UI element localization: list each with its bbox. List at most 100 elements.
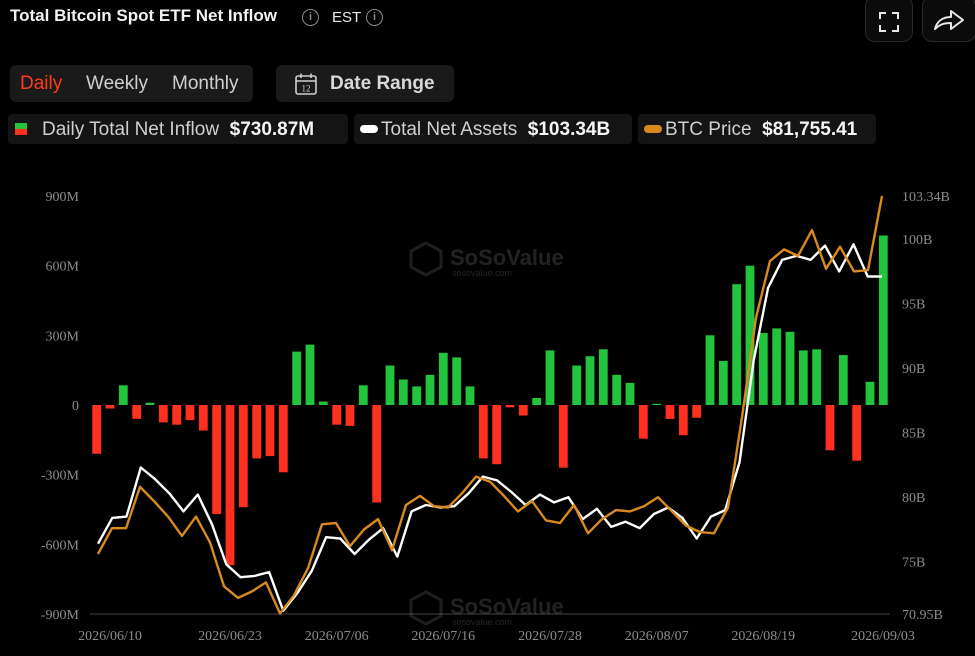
y-tick-label-left: 0 xyxy=(72,399,79,414)
legend-assets-value: $103.34B xyxy=(527,119,611,140)
inflow-bar xyxy=(705,335,715,405)
inflow-bar xyxy=(518,405,528,416)
inflow-bar xyxy=(678,405,688,436)
legend-net-assets[interactable]: Total Net Assets $103.34B xyxy=(354,114,632,144)
chart-title: Total Bitcoin Spot ETF Net Inflow xyxy=(10,6,277,25)
x-tick-label: 2026/09/03 xyxy=(851,629,915,644)
inflow-bar xyxy=(478,405,488,459)
inflow-bar xyxy=(332,405,342,425)
date-range-button[interactable]: 12 Date Range xyxy=(276,65,454,102)
inflow-bar xyxy=(692,405,702,418)
timezone-info-icon[interactable]: i xyxy=(366,9,383,26)
inflow-bar xyxy=(865,381,875,405)
x-tick-label: 2026/06/10 xyxy=(78,629,142,644)
tab-weekly[interactable]: Weekly xyxy=(86,73,148,94)
y-tick-label-left: 900M xyxy=(46,190,80,205)
watermark-bottom: SoSoValue sosovalue.com xyxy=(409,590,564,627)
inflow-bar xyxy=(785,331,795,405)
inflow-bar xyxy=(838,355,848,405)
inflow-bar xyxy=(265,405,275,457)
y-tick-label-left: 300M xyxy=(46,329,80,344)
inflow-bar xyxy=(425,374,435,405)
inflow-bar xyxy=(412,386,422,405)
inflow-bar xyxy=(745,265,755,405)
calendar-icon: 12 xyxy=(295,73,317,95)
inflow-bar xyxy=(852,405,862,461)
legend-swatch-inflow xyxy=(15,123,27,135)
x-tick-label: 2026/07/06 xyxy=(305,629,369,644)
y-tick-label-left: -300M xyxy=(41,469,80,484)
inflow-bar xyxy=(825,405,835,451)
inflow-bar xyxy=(372,405,382,503)
inflow-bar xyxy=(505,405,515,408)
x-tick-label: 2026/06/23 xyxy=(198,629,262,644)
info-icon[interactable]: i xyxy=(302,9,319,26)
y-tick-label-right: 75B xyxy=(902,556,925,571)
inflow-bar xyxy=(878,235,888,405)
btc-price-line xyxy=(96,195,884,615)
inflow-bar xyxy=(358,385,368,405)
legend-assets-label: Total Net Assets xyxy=(381,119,518,140)
inflow-bar xyxy=(612,374,622,405)
watermark-name: SoSoValue xyxy=(450,245,564,270)
inflow-bar xyxy=(652,403,662,405)
legend-btc-price[interactable]: BTC Price $81,755.41 xyxy=(638,114,876,144)
fullscreen-icon xyxy=(879,12,899,32)
inflow-bar xyxy=(212,405,222,515)
watermark-name: SoSoValue xyxy=(450,594,564,619)
legend-net-inflow[interactable]: Daily Total Net Inflow $730.87M xyxy=(8,114,348,144)
legend-swatch-assets xyxy=(360,125,378,133)
y-tick-label-right: 90B xyxy=(902,362,925,377)
timezone-label: EST xyxy=(332,9,362,26)
inflow-bar xyxy=(638,405,648,439)
period-tabs: Daily Weekly Monthly xyxy=(10,65,253,102)
inflow-bar xyxy=(585,356,595,405)
inflow-bar xyxy=(732,284,742,405)
inflow-bar xyxy=(758,333,768,405)
inflow-bar xyxy=(252,405,262,459)
y-tick-label-left: -900M xyxy=(41,608,80,623)
share-button[interactable] xyxy=(922,0,975,42)
inflow-bar xyxy=(665,405,675,419)
watermark-url: sosovalue.com xyxy=(452,617,512,627)
inflow-bar xyxy=(185,405,195,421)
tab-daily[interactable]: Daily xyxy=(20,73,63,94)
inflow-bar xyxy=(465,386,475,405)
legend-price-label: BTC Price xyxy=(665,119,752,140)
inflow-bar xyxy=(198,405,208,431)
y-tick-label-right: 85B xyxy=(902,427,925,442)
legend-price-value: $81,755.41 xyxy=(762,119,858,140)
inflow-bar xyxy=(278,405,288,473)
x-tick-label: 2026/08/07 xyxy=(625,629,689,644)
x-tick-label: 2026/07/16 xyxy=(411,629,475,644)
y-tick-label-right: 103.34B xyxy=(902,190,950,205)
net-assets-line xyxy=(96,243,882,612)
inflow-bar xyxy=(225,405,235,566)
legend-inflow-value: $730.87M xyxy=(229,119,315,140)
inflow-bar xyxy=(118,385,128,405)
fullscreen-button[interactable] xyxy=(865,0,913,42)
inflow-bar xyxy=(798,350,808,405)
inflow-bar xyxy=(812,349,822,405)
inflow-bar xyxy=(398,379,408,405)
inflow-bar xyxy=(318,401,328,405)
inflow-bar xyxy=(92,405,102,454)
inflow-bar xyxy=(438,352,448,406)
calendar-day: 12 xyxy=(302,84,311,94)
y-tick-label-right: 95B xyxy=(902,298,925,313)
watermark-top: SoSoValue sosovalue.com xyxy=(409,241,564,278)
x-tick-label: 2026/08/19 xyxy=(731,629,795,644)
inflow-bar xyxy=(292,351,302,405)
inflow-bar xyxy=(305,344,315,405)
y-tick-label-right: 80B xyxy=(902,491,925,506)
legend-inflow-label: Daily Total Net Inflow xyxy=(42,119,220,140)
inflow-bar xyxy=(532,398,542,405)
tab-monthly[interactable]: Monthly xyxy=(172,73,239,94)
inflow-bar xyxy=(158,405,168,423)
inflow-bar xyxy=(625,382,635,405)
inflow-bar xyxy=(132,405,142,419)
y-tick-label-left: -600M xyxy=(41,538,80,553)
inflow-bar xyxy=(385,365,395,405)
inflow-bar xyxy=(598,349,608,405)
